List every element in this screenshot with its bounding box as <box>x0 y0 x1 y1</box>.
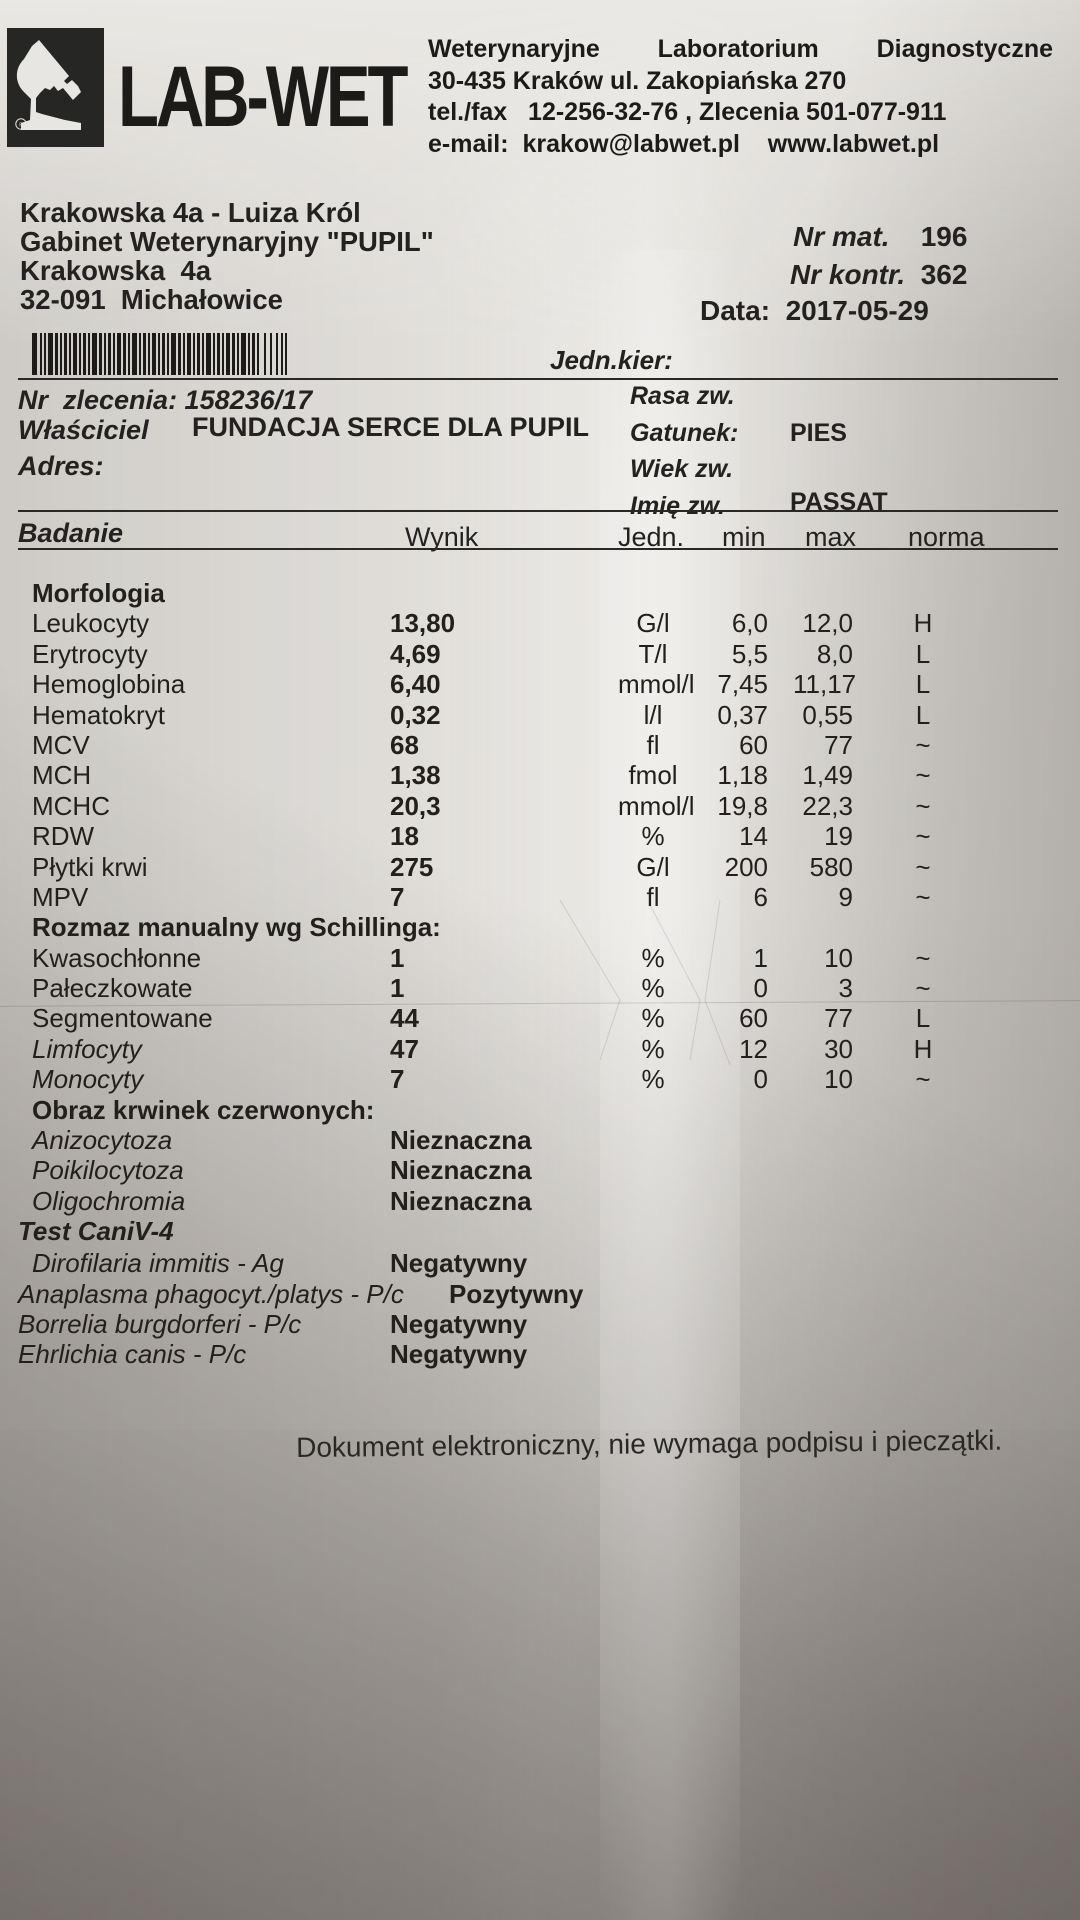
svg-text:R: R <box>19 122 23 128</box>
